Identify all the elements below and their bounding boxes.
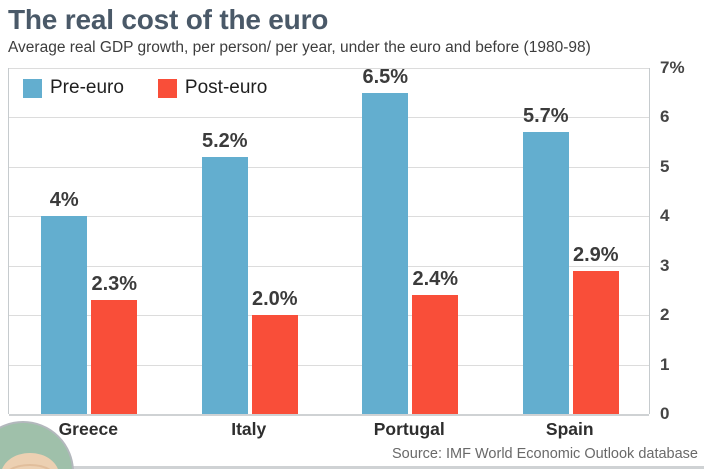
value-label-post-euro-italy: 2.0% (251, 288, 298, 311)
y-tick-7-: 7% (660, 58, 685, 77)
bar-pre-euro-spain (522, 132, 569, 414)
legend-swatch-post-euro (157, 78, 177, 98)
source-credit: Source: IMF World Economic Outlook datab… (392, 446, 698, 462)
y-tick-0: 0 (660, 404, 670, 423)
gridline-5 (9, 166, 649, 168)
chart-subtitle: Average real GDP growth, per person/ per… (8, 39, 591, 56)
gridline-1 (9, 364, 649, 366)
gridline-2 (9, 315, 649, 317)
y-tick-3: 3 (660, 255, 670, 275)
x-axis: Greece Italy Portugal Spain (8, 419, 650, 441)
legend-label-post-euro: Post-euro (184, 77, 268, 98)
plot-area: Pre-euro Post-euro 4% 2.3% 5.2% 2.0% 6.5% 2.4%… (8, 65, 650, 416)
bar-pre-euro-portugal (362, 92, 409, 414)
chart-title: The real cost of the euro (8, 4, 329, 35)
gridline-7- (9, 68, 649, 69)
value-label-pre-euro-portugal: 6.5% (362, 65, 409, 88)
y-tick-5: 5 (660, 156, 670, 176)
author-avatar (0, 421, 74, 469)
bar-pre-euro-italy (201, 156, 248, 414)
value-label-post-euro-spain: 2.9% (572, 243, 619, 266)
value-label-pre-euro-spain: 5.7% (522, 105, 569, 128)
legend-item-post-euro: Post-euro (157, 77, 268, 99)
y-axis: 7% 6 5 4 3 2 1 0 (656, 58, 702, 423)
value-label-pre-euro-italy: 5.2% (201, 129, 248, 152)
gridline-4 (9, 216, 649, 218)
gridline-3 (9, 265, 649, 267)
legend-item-pre-euro: Pre-euro (23, 77, 124, 99)
value-label-post-euro-greece: 2.3% (91, 273, 138, 296)
legend-swatch-pre-euro (23, 78, 42, 98)
y-tick-1: 1 (660, 354, 670, 374)
gridline-0 (9, 414, 649, 416)
author-face-icon (0, 423, 72, 469)
bar-post-euro-portugal (412, 295, 459, 414)
bottom-divider (0, 466, 704, 469)
legend: Pre-euro Post-euro (23, 77, 267, 99)
value-label-post-euro-portugal: 2.4% (412, 268, 459, 291)
x-tick-greece: Greece (58, 419, 118, 439)
bar-post-euro-italy (251, 315, 298, 414)
value-label-pre-euro-greece: 4% (49, 189, 79, 212)
y-tick-2: 2 (660, 305, 670, 325)
bar-post-euro-greece (91, 300, 138, 414)
y-tick-6: 6 (660, 107, 670, 127)
bar-pre-euro-greece (41, 216, 88, 414)
bar-post-euro-spain (572, 270, 619, 414)
gridline-6 (9, 117, 649, 119)
x-tick-portugal: Portugal (373, 419, 445, 439)
legend-label-pre-euro: Pre-euro (50, 77, 124, 98)
x-tick-spain: Spain (545, 419, 594, 439)
x-tick-italy: Italy (231, 419, 267, 439)
y-tick-4: 4 (660, 206, 670, 226)
